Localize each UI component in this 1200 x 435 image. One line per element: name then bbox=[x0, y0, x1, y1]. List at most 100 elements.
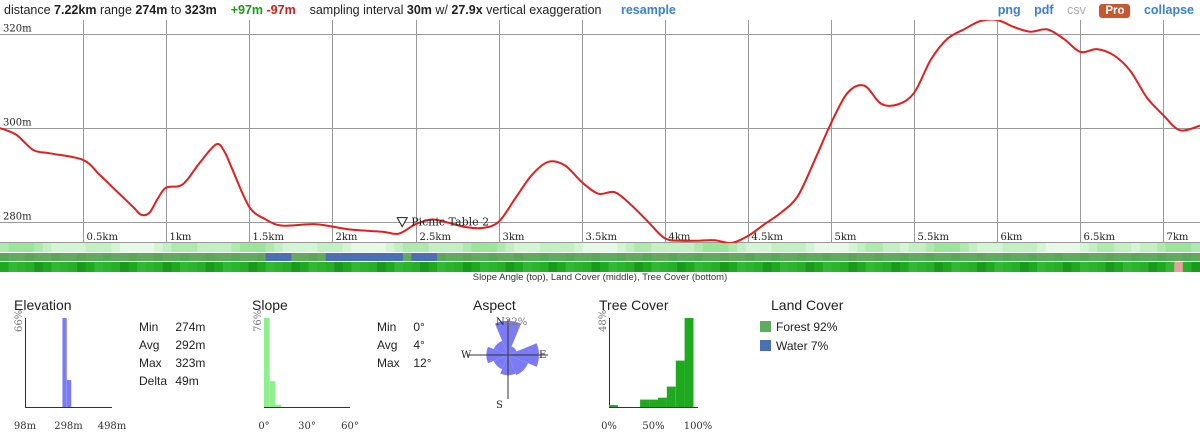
slope-strip-cell bbox=[848, 243, 858, 252]
pro-badge[interactable]: Pro bbox=[1099, 4, 1131, 18]
tree-cover-strip-cell bbox=[154, 262, 164, 272]
slope-strip-cell bbox=[342, 243, 353, 252]
slope-strip-cell bbox=[8, 243, 18, 252]
tree-cover-strip-cell bbox=[197, 262, 207, 272]
tree-cover-strip-cell bbox=[1037, 262, 1047, 272]
tree-cover-strip-cell bbox=[1105, 262, 1115, 272]
land-cover-strip-cell bbox=[831, 253, 841, 261]
land-cover-strip-cell bbox=[205, 253, 215, 261]
aspect-direction-label: N bbox=[496, 317, 505, 328]
tree-cover-strip-cell bbox=[797, 262, 807, 272]
tree-cover-strip-cell bbox=[1165, 262, 1175, 272]
slope-strip-cell bbox=[702, 243, 713, 252]
aspect-title: Aspect bbox=[473, 297, 516, 313]
land-cover-strip-cell bbox=[857, 253, 867, 261]
land-cover-strip-cell bbox=[1148, 253, 1158, 261]
png-link[interactable]: png bbox=[997, 3, 1021, 17]
slope-stats: Min 0° Avg 4° Max 12° bbox=[377, 318, 432, 372]
hist-bar bbox=[649, 399, 658, 407]
slope-strip-cell bbox=[154, 243, 164, 252]
land-cover-strip-cell bbox=[1191, 253, 1200, 261]
collapse-link[interactable]: collapse bbox=[1143, 3, 1194, 17]
resample-link[interactable]: resample bbox=[620, 3, 676, 17]
land-cover-strip-cell bbox=[25, 253, 35, 261]
elevation-profile-chart[interactable]: 280m 300m 320m 0.5km 1km 1.5km 2km 2.5km 3km 3.5… bbox=[0, 20, 1200, 243]
tree-cover-strip-cell bbox=[1191, 262, 1200, 272]
slope-strip-cell bbox=[137, 243, 147, 252]
slope-hist-title: Slope bbox=[252, 297, 288, 313]
hist-max-label: 76% bbox=[253, 310, 264, 332]
land-cover-strip-cell bbox=[497, 253, 507, 261]
profile-x-tick-label: 1.5km bbox=[253, 232, 285, 243]
profile-x-tick-label: 1km bbox=[170, 232, 192, 243]
land-cover-strip-cell bbox=[454, 253, 464, 261]
slope-strip-cell bbox=[385, 243, 395, 252]
slope-strip-cell bbox=[685, 243, 695, 252]
land-cover-strip-cell bbox=[488, 253, 498, 261]
tree-cover-strip-cell bbox=[574, 262, 584, 272]
slope-strip-cell bbox=[668, 243, 678, 252]
tree-cover-strip-cell bbox=[300, 262, 310, 272]
hist-bar bbox=[658, 397, 667, 407]
tree-cover-strip-cell bbox=[728, 262, 738, 272]
waypoint-label: Picnic Table 2 bbox=[411, 216, 489, 229]
slope-strip-cell bbox=[557, 243, 567, 252]
tree-cover-strip-cell bbox=[771, 262, 781, 272]
slope-strip-cell bbox=[642, 243, 653, 252]
tree-cover-strip-cell bbox=[445, 262, 455, 272]
land-cover-strip-cell bbox=[1002, 253, 1013, 261]
tree-cover-strip-cell bbox=[1122, 262, 1133, 272]
tree-cover-histogram: 48% 0% 50% 100% bbox=[598, 310, 712, 432]
pdf-link[interactable]: pdf bbox=[1034, 3, 1054, 17]
land-cover-strip-cell bbox=[402, 253, 413, 261]
tree-cover-strip-cell bbox=[651, 262, 661, 272]
slope-strip-cell bbox=[274, 243, 284, 252]
tree-cover-strip-cell bbox=[668, 262, 678, 272]
slope-strip-cell bbox=[908, 243, 918, 252]
elevation-histogram: 66% 98m 298m 498m bbox=[14, 310, 127, 432]
tree-cover-strip-cell bbox=[925, 262, 935, 272]
profile-x-tick-label: 5km bbox=[835, 232, 857, 243]
tree-cover-strip-cell bbox=[788, 262, 798, 272]
slope-strip-cell bbox=[454, 243, 464, 252]
slope-strip-cell bbox=[368, 243, 378, 252]
tree-cover-strip-cell bbox=[514, 262, 524, 272]
profile-grid bbox=[0, 20, 1200, 243]
slope-stat-avg: Avg 4° bbox=[377, 338, 425, 352]
aspect-sector bbox=[493, 340, 508, 355]
tree-cover-strip-cell bbox=[77, 262, 87, 272]
waypoint-marker[interactable]: Picnic Table 2 bbox=[396, 216, 489, 229]
tree-cover-strip-cell bbox=[685, 262, 695, 272]
slope-stat-min: Min 0° bbox=[377, 320, 425, 334]
summary-stats: distance 7.22km range 274m to 323m +97m … bbox=[4, 0, 676, 20]
slope-strip-cell bbox=[445, 243, 455, 252]
slope-strip-cell bbox=[231, 243, 241, 252]
land-cover-strip-cell bbox=[694, 253, 704, 261]
land-cover-strip-cell bbox=[240, 253, 250, 261]
slope-strip-cell bbox=[1191, 243, 1200, 252]
land-cover-strip-cell bbox=[94, 253, 104, 261]
tree-cover-strip-cell bbox=[214, 262, 224, 272]
slope-strip-cell bbox=[1062, 243, 1073, 252]
slope-strip-cell bbox=[1182, 243, 1193, 252]
hist-bar bbox=[640, 399, 649, 407]
slope-strip-cell bbox=[634, 243, 644, 252]
land-cover-strip-cell bbox=[754, 253, 764, 261]
tree-cover-strip-cell bbox=[634, 262, 644, 272]
tree-cover-strip-cell bbox=[325, 262, 335, 272]
land-cover-strip-cell bbox=[625, 253, 635, 261]
land-cover-strip-cell bbox=[162, 253, 173, 261]
slope-strip-cell bbox=[951, 243, 961, 252]
land-cover-strip-cell bbox=[17, 253, 27, 261]
land-cover-strip-cell bbox=[111, 253, 121, 261]
tree-cover-strip-cell bbox=[968, 262, 978, 272]
slope-strip-cell bbox=[420, 243, 430, 252]
tree-cover-strip-cell bbox=[985, 262, 995, 272]
tree-cover-strip-cell bbox=[334, 262, 344, 272]
csv-link[interactable]: csv bbox=[1067, 3, 1086, 17]
land-cover-strip-cell bbox=[925, 253, 935, 261]
land-cover-strip-cell bbox=[728, 253, 738, 261]
land-cover-strip-cell bbox=[1182, 253, 1193, 261]
tree-cover-strip-cell bbox=[17, 262, 27, 272]
land-cover-strip-cell bbox=[1140, 253, 1150, 261]
